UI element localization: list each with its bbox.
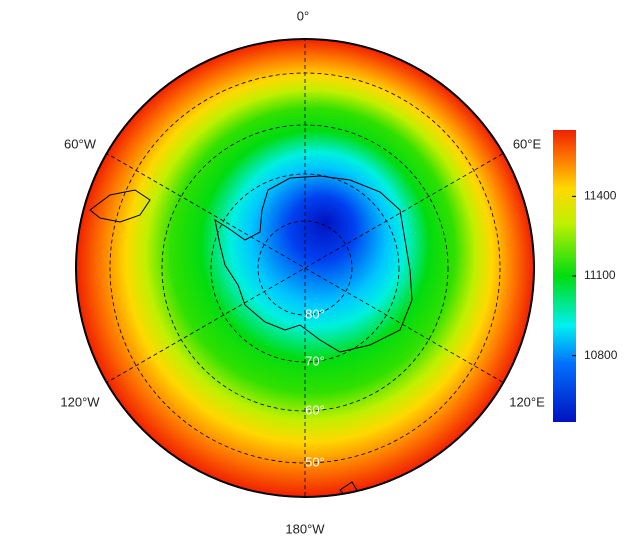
lat-label: 50° — [305, 454, 325, 469]
graticule — [98, 39, 512, 497]
lon-label: 120°E — [509, 394, 545, 409]
lon-label: 0° — [297, 8, 309, 23]
meridian — [98, 148, 512, 388]
lat-label: 80° — [305, 306, 325, 321]
colorbar — [553, 130, 576, 422]
map-area — [76, 39, 534, 497]
lon-label: 120°W — [60, 394, 100, 409]
south-america-coast — [89, 189, 151, 223]
lat-circle — [257, 220, 353, 316]
antarctica-coast — [214, 175, 413, 353]
colorbar-tick-label: 11100 — [584, 268, 616, 282]
lon-label: 180°W — [285, 521, 325, 536]
map-border — [75, 38, 535, 498]
colorbar-tick-label: 11400 — [584, 189, 617, 203]
lat-label: 70° — [305, 353, 325, 368]
lat-label: 60° — [305, 402, 325, 417]
meridian — [98, 148, 512, 388]
lon-label: 60°W — [64, 136, 97, 151]
colorbar-tick-label: 10800 — [584, 348, 618, 362]
lon-label: 60°E — [513, 136, 542, 151]
